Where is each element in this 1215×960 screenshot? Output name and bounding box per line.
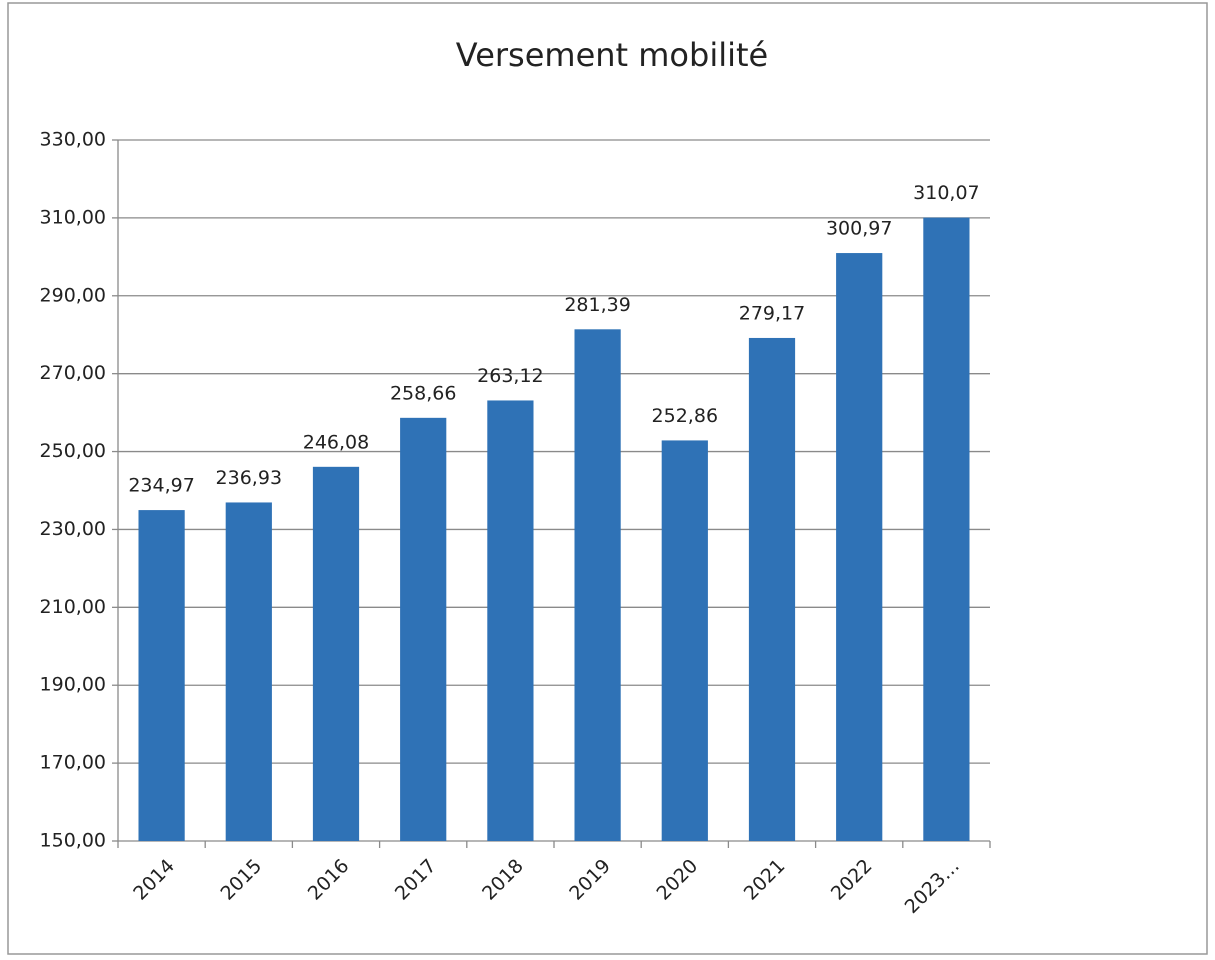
y-tick-label: 290,00 [40,284,106,306]
y-tick-label: 310,00 [40,206,106,228]
bar [400,417,447,841]
bar [487,400,534,841]
bar [574,329,621,841]
bar [836,253,883,841]
y-tick-label: 170,00 [40,752,106,774]
bar [661,440,708,841]
y-tick-label: 330,00 [40,129,106,151]
value-label: 279,17 [739,302,805,324]
value-label: 234,97 [128,475,194,497]
value-label: 300,97 [826,218,892,240]
y-tick-label: 250,00 [40,440,106,462]
value-label: 246,08 [303,431,369,453]
bar [312,466,360,841]
bar [138,510,185,841]
bar [923,217,970,841]
value-label: 252,86 [652,405,718,427]
bar [225,502,272,841]
value-label: 263,12 [477,365,543,387]
value-label: 258,66 [390,382,456,404]
chart-title: Versement mobilité [456,36,768,74]
bar [748,337,796,841]
y-tick-label: 230,00 [40,518,106,540]
y-tick-label: 210,00 [40,596,106,618]
y-tick-label: 150,00 [40,830,106,852]
value-label: 236,93 [216,467,282,489]
value-label: 310,07 [913,182,979,204]
y-tick-label: 190,00 [40,674,106,696]
value-label: 281,39 [564,294,630,316]
y-tick-label: 270,00 [40,362,106,384]
